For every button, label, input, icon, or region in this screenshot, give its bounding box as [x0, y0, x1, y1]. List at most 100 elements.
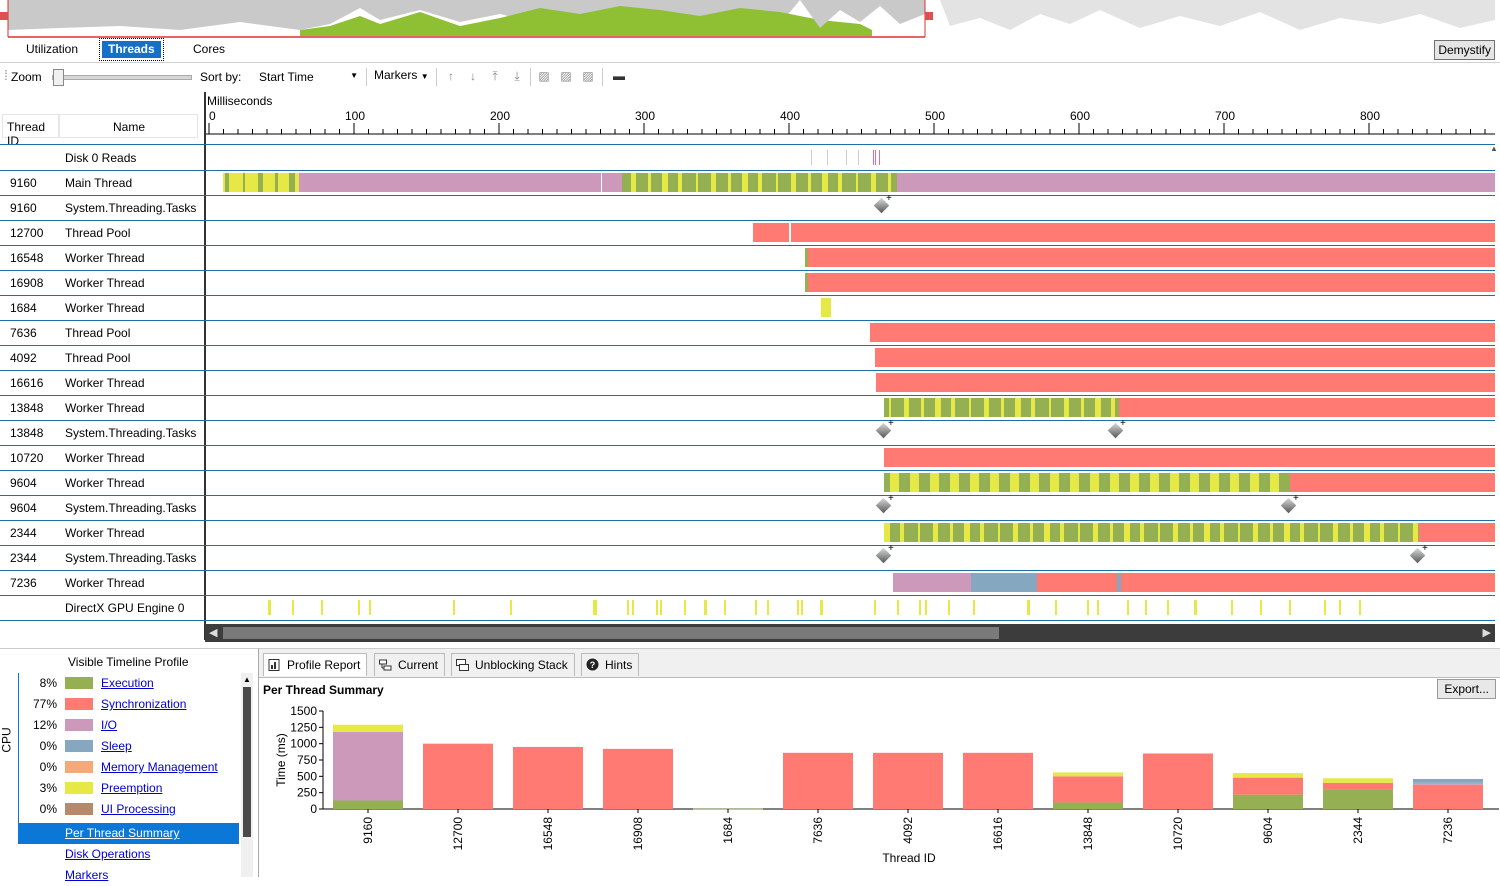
thread-state-segment[interactable] [915, 398, 921, 417]
thread-state-segment[interactable] [1250, 523, 1253, 542]
thread-row[interactable]: Disk 0 Reads [0, 145, 1495, 171]
thread-state-segment[interactable] [831, 173, 836, 192]
gpu-activity-mark[interactable] [1194, 600, 1197, 615]
thread-state-segment[interactable] [964, 523, 970, 542]
thread-state-segment[interactable] [868, 173, 871, 192]
thread-state-segment[interactable] [1060, 523, 1064, 542]
thread-state-segment[interactable] [986, 473, 990, 492]
thread-state-segment[interactable] [1384, 523, 1390, 542]
thread-state-segment[interactable] [1030, 473, 1036, 492]
bar-segment-synchronization[interactable] [963, 752, 1033, 809]
timeline-scrollbar[interactable]: ◀ ▶ [205, 624, 1495, 642]
thread-state-segment[interactable] [1338, 523, 1340, 542]
thread-row[interactable]: DirectX GPU Engine 0 [0, 595, 1495, 621]
bar-segment-synchronization[interactable] [873, 752, 943, 809]
thread-row[interactable]: 10720 Worker Thread [0, 445, 1495, 471]
thread-state-segment[interactable] [758, 173, 762, 192]
thread-state-segment[interactable] [1298, 523, 1300, 542]
thread-state-segment[interactable] [998, 523, 1000, 542]
thread-state-segment[interactable] [1040, 523, 1044, 542]
thread-state-segment[interactable] [1138, 523, 1140, 542]
thread-state-segment[interactable] [1166, 473, 1170, 492]
thread-state-segment[interactable] [1055, 398, 1061, 417]
thread-state-segment[interactable] [602, 173, 622, 192]
thread-state-segment[interactable] [731, 173, 736, 192]
thread-row[interactable]: 1684 Worker Thread [0, 295, 1495, 321]
gpu-activity-mark[interactable] [1097, 600, 1099, 615]
tab-cores[interactable]: Cores [193, 42, 226, 56]
thread-state-segment[interactable] [828, 173, 831, 192]
thread-state-segment[interactable] [897, 173, 1495, 192]
thread-state-segment[interactable] [808, 248, 1495, 267]
thread-state-segment[interactable] [1111, 398, 1115, 417]
thread-state-segment[interactable] [959, 473, 964, 492]
thread-state-segment[interactable] [728, 173, 731, 192]
thread-state-segment[interactable] [993, 523, 998, 542]
thread-state-segment[interactable] [1089, 398, 1091, 417]
thread-state-segment[interactable] [973, 523, 978, 542]
thread-state-segment[interactable] [1018, 523, 1020, 542]
thread-state-segment[interactable] [933, 523, 938, 542]
thread-state-segment[interactable] [265, 173, 269, 192]
thread-timeline-track[interactable]: + + [207, 544, 1495, 567]
thread-timeline-track[interactable] [207, 473, 1495, 492]
gpu-activity-mark[interactable] [1145, 600, 1147, 615]
thread-state-segment[interactable] [1006, 473, 1010, 492]
bar-segment-preemption[interactable] [333, 724, 403, 732]
disk-read-mark[interactable] [858, 150, 859, 165]
thread-state-segment[interactable] [964, 398, 969, 417]
gpu-activity-mark[interactable] [874, 600, 876, 615]
thread-timeline-track[interactable] [207, 323, 1495, 342]
thread-state-segment[interactable] [1104, 398, 1109, 417]
thread-state-segment[interactable] [1076, 473, 1079, 492]
thread-state-segment[interactable] [295, 173, 298, 192]
thread-row[interactable]: 7636 Thread Pool [0, 320, 1495, 346]
thread-state-segment[interactable] [1290, 473, 1495, 492]
thread-state-segment[interactable] [1186, 473, 1190, 492]
thread-state-segment[interactable] [1173, 523, 1178, 542]
gpu-activity-mark[interactable] [1260, 600, 1262, 615]
disk-read-mark[interactable] [873, 150, 874, 165]
thread-state-segment[interactable] [1393, 523, 1398, 542]
thread-state-segment[interactable] [1358, 523, 1360, 542]
thread-state-segment[interactable] [1096, 473, 1099, 492]
thread-state-segment[interactable] [1290, 523, 1293, 542]
thread-state-segment[interactable] [1053, 523, 1058, 542]
thread-state-segment[interactable] [1069, 398, 1071, 417]
thread-state-segment[interactable] [708, 173, 711, 192]
thread-timeline-track[interactable] [207, 273, 1495, 292]
thread-state-segment[interactable] [1190, 523, 1193, 542]
thread-state-segment[interactable] [966, 473, 970, 492]
thread-state-segment[interactable] [1373, 523, 1378, 542]
thread-state-segment[interactable] [984, 473, 986, 492]
thread-state-segment[interactable] [975, 398, 981, 417]
sort-by-dropdown[interactable]: Start Time ▼ [250, 67, 362, 87]
thread-row[interactable]: 12700 Thread Pool [0, 220, 1495, 246]
gpu-activity-mark[interactable] [1359, 600, 1361, 615]
filter-clear-icon[interactable]: ▨ [582, 69, 594, 83]
thread-state-segment[interactable] [1170, 473, 1176, 492]
tab-threads[interactable]: Threads [99, 38, 164, 61]
thread-state-segment[interactable] [961, 398, 964, 417]
thread-state-segment[interactable] [951, 398, 955, 417]
thread-row[interactable]: 2344 System.Threading.Tasks + + [0, 544, 1495, 571]
gpu-activity-mark[interactable] [595, 600, 597, 615]
thread-state-segment[interactable] [776, 173, 778, 192]
thread-state-segment[interactable] [1258, 523, 1260, 542]
thread-state-segment[interactable] [1230, 523, 1233, 542]
thread-state-segment[interactable] [1061, 398, 1064, 417]
thread-state-segment[interactable] [904, 523, 910, 542]
thread-timeline-track[interactable] [207, 373, 1495, 392]
thread-state-segment[interactable] [756, 173, 758, 192]
gpu-activity-mark[interactable] [632, 600, 634, 615]
gpu-activity-mark[interactable] [1167, 600, 1169, 615]
thread-state-segment[interactable] [1164, 473, 1166, 492]
gpu-activity-mark[interactable] [684, 600, 686, 615]
thread-state-segment[interactable] [662, 173, 668, 192]
thread-state-segment[interactable] [1333, 523, 1338, 542]
gpu-activity-mark[interactable] [268, 600, 271, 615]
thread-state-segment[interactable] [748, 173, 751, 192]
thread-state-segment[interactable] [1224, 473, 1226, 492]
thread-state-segment[interactable] [886, 473, 890, 492]
thread-state-segment[interactable] [1099, 473, 1104, 492]
